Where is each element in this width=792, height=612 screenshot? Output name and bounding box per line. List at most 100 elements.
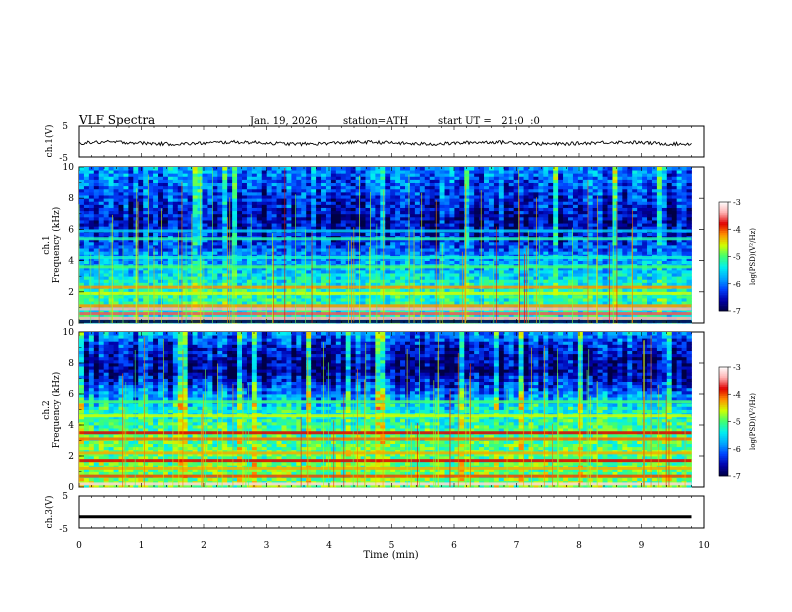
spectrogram-cell (296, 191, 302, 196)
spectrogram-cell (301, 238, 307, 243)
spectrogram-cell (350, 301, 357, 305)
spectrogram-cell (365, 294, 371, 299)
spectrogram-cell (400, 279, 406, 283)
spectrogram-cell (276, 173, 282, 177)
spectrogram-cell (316, 191, 322, 196)
spectrogram-cell (128, 301, 134, 305)
spectrogram-cell (513, 266, 520, 271)
spectrogram-cell (143, 238, 149, 243)
spectrogram-cell (563, 204, 569, 208)
spectrogram-cell (202, 288, 208, 293)
spectrogram-cell (286, 266, 292, 271)
spectrogram-cell (103, 185, 110, 190)
spectrogram-cell (355, 226, 361, 230)
spectrogram-cell (256, 179, 263, 183)
spectrogram-cell (474, 298, 480, 302)
spectrogram-cell (143, 167, 149, 171)
spectrogram-cell (528, 226, 534, 230)
spectrogram-cell (232, 223, 238, 227)
spectrogram-cell (390, 232, 396, 237)
spectrogram-cell (498, 260, 505, 265)
spectrogram-cell (192, 167, 198, 171)
spectrogram-cell (513, 182, 520, 187)
spectrogram-cell (138, 248, 144, 252)
spectrogram-cell (207, 257, 213, 261)
spectrogram-cell (88, 266, 95, 271)
spectrogram-cell (498, 257, 505, 261)
spectrogram-cell (286, 179, 292, 183)
spectrogram-cell (503, 260, 510, 265)
spectrogram-cell (286, 294, 292, 299)
spectrogram-cell (444, 220, 450, 224)
spectrogram-cell (498, 273, 505, 277)
spectrogram-cell (316, 210, 322, 215)
spectrogram-cell (385, 288, 391, 293)
spectrogram-cell (464, 298, 470, 302)
spectrogram-cell (291, 182, 297, 187)
spectrogram-cell (518, 279, 524, 283)
spectrogram-cell (380, 188, 386, 193)
spectrogram-cell (286, 241, 292, 246)
spectrogram-cell (162, 251, 169, 255)
spectrogram-cell (123, 273, 129, 277)
spectrogram-cell (454, 313, 460, 318)
spectrogram-cell (187, 176, 194, 180)
spectrogram-cell (498, 170, 505, 174)
spectrogram-cell (153, 257, 159, 261)
spectrogram-cell (350, 294, 357, 299)
spectrogram-cell (271, 179, 277, 183)
spectrogram-cell (79, 241, 85, 246)
spectrogram-cell (237, 298, 243, 302)
spectrogram-cell (548, 167, 554, 171)
spectrogram-cell (207, 238, 213, 243)
spectrogram-cell (538, 248, 544, 252)
spectrogram-cell (330, 241, 337, 246)
spectrogram-cell (316, 185, 322, 190)
spectrogram-cell (202, 245, 208, 249)
spectrogram-cell (390, 279, 396, 283)
spectrogram-cell (207, 182, 213, 187)
spectrogram-cell (296, 185, 302, 190)
spectrogram-cell (508, 188, 515, 193)
spectrogram-cell (548, 279, 554, 283)
spectrogram-cell (251, 288, 258, 293)
spectrogram-cell (340, 191, 347, 196)
spectrogram-cell (355, 182, 361, 187)
spectrogram-cell (543, 301, 549, 305)
spectrogram-cell (553, 232, 559, 237)
spectrogram-cell (548, 179, 554, 183)
spectrogram-cell (266, 207, 273, 212)
spectrogram-cell (345, 188, 352, 193)
spectrogram-cell (464, 273, 470, 277)
spectrogram-cell (271, 251, 277, 255)
spectrogram-cell (291, 241, 297, 246)
spectrogram-cell (103, 248, 110, 252)
spectrogram-cell (212, 279, 218, 283)
spectrogram-cell (518, 245, 524, 249)
spectrogram-cell (202, 204, 208, 208)
spectrogram-cell (143, 170, 149, 174)
spectrogram-cell (474, 282, 480, 286)
spectrogram-cell (301, 220, 307, 224)
spectrogram-cell (558, 182, 564, 187)
spectrogram-cell (335, 204, 342, 208)
spectrogram-cell (316, 198, 322, 202)
spectrogram-cell (335, 301, 342, 305)
spectrogram-cell (192, 288, 198, 293)
spectrogram-cell (355, 185, 361, 190)
spectrogram-cell (533, 173, 539, 177)
spectrogram-cell (222, 301, 228, 305)
spectrogram-cell (138, 191, 144, 196)
spectrogram-cell (538, 269, 544, 274)
spectrogram-cell (153, 213, 159, 218)
spectrogram-cell (568, 210, 574, 215)
spectrogram-cell (528, 167, 534, 171)
spectrogram-cell (246, 282, 253, 286)
spectrogram-cell (83, 220, 90, 224)
spectrogram-cell (138, 201, 144, 205)
spectrogram-cell (449, 257, 455, 261)
spectrogram-cell (503, 170, 510, 174)
spectrogram-cell (355, 266, 361, 271)
spectrogram-cell (162, 223, 169, 227)
spectrogram-cell (434, 273, 440, 277)
